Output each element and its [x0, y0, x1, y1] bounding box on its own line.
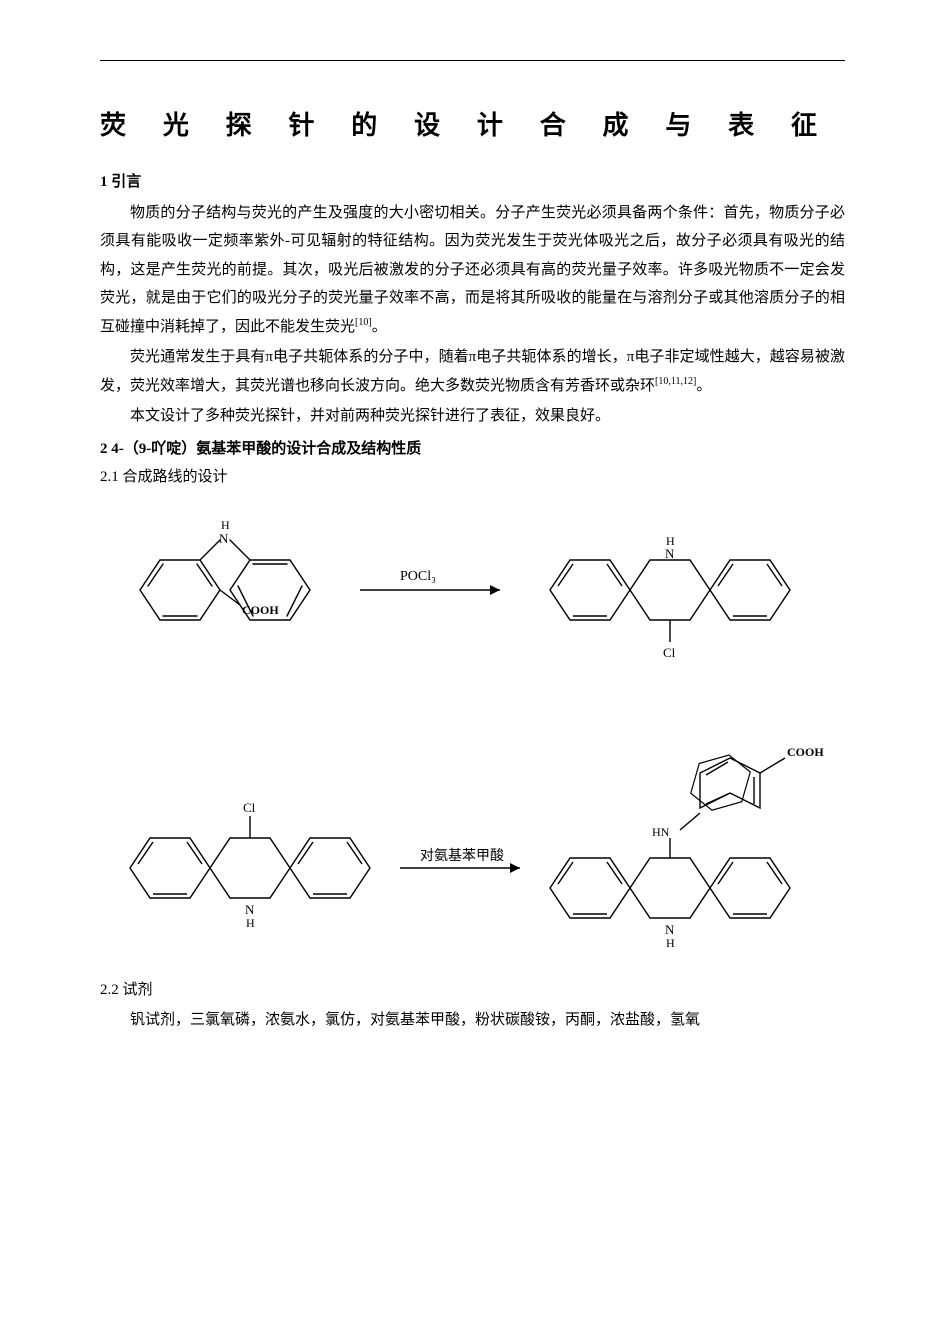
- p2-text: 荧光通常发生于具有π电子共轭体系的分子中，随着π电子共轭体系的增长，π电子非定域…: [100, 349, 845, 394]
- prod1-h-label: H: [666, 534, 675, 548]
- scheme2-svg: Cl N H 对氨基苯甲酸 HN COOH N H: [100, 698, 840, 948]
- spacer: [100, 958, 845, 976]
- p1-citation: [10]: [355, 317, 372, 328]
- reaction-arrow-2: [400, 863, 520, 873]
- react2-h-label: H: [246, 916, 255, 930]
- scheme1-svg: N H COOH POCl₃ N H Cl: [100, 510, 820, 680]
- page-title: 荧光探针的设计合成与表征: [100, 101, 845, 150]
- n-bond-right: [230, 540, 250, 560]
- product-tricycle-1: [550, 560, 790, 642]
- p1-text: 物质的分子结构与荧光的产生及强度的大小密切相关。分子产生荧光必须具备两个条件：首…: [100, 205, 845, 335]
- reaction-arrow-1: [360, 585, 500, 595]
- reaction-scheme-2: Cl N H 对氨基苯甲酸 HN COOH N H: [100, 698, 845, 948]
- prod2-cooh-label: COOH: [787, 745, 824, 759]
- section-1-heading: 1 引言: [100, 168, 845, 197]
- section-1-num: 1: [100, 174, 108, 190]
- reactant-left-ring: [140, 560, 220, 620]
- paragraph-4: 钒试剂，三氯氧磷，浓氨水，氯仿，对氨基苯甲酸，粉状碳酸铵，丙酮，浓盐酸，氢氧: [100, 1006, 845, 1035]
- p2-end: 。: [696, 378, 711, 394]
- paragraph-2: 荧光通常发生于具有π电子共轭体系的分子中，随着π电子共轭体系的增长，π电子非定域…: [100, 343, 845, 400]
- prod1-n-label: N: [665, 546, 675, 561]
- p2-citation: [10,11,12]: [655, 376, 696, 387]
- prod2-h-label: H: [666, 936, 675, 948]
- react2-cl-label: Cl: [243, 800, 256, 815]
- h-label: H: [221, 518, 230, 532]
- reactant-tricycle-2: [130, 816, 370, 898]
- product-tricycle-2: [550, 755, 790, 918]
- prod2-hn-label: HN: [652, 825, 670, 839]
- reagent-label-1: POCl₃: [400, 569, 436, 584]
- prod2-n-label: N: [665, 922, 675, 937]
- react2-n-label: N: [245, 902, 255, 917]
- p1-end: 。: [372, 319, 387, 335]
- n-bond-left: [200, 540, 220, 560]
- prod1-cl-label: Cl: [663, 645, 676, 660]
- section-1-label: 引言: [111, 174, 141, 190]
- section-2-2-heading: 2.2 试剂: [100, 976, 845, 1005]
- section-2-1-heading: 2.1 合成路线的设计: [100, 463, 845, 492]
- paragraph-1: 物质的分子结构与荧光的产生及强度的大小密切相关。分子产生荧光必须具备两个条件：首…: [100, 199, 845, 342]
- reaction-scheme-1: N H COOH POCl₃ N H Cl: [100, 510, 845, 680]
- cooh-bond: [220, 590, 240, 605]
- reagent-label-2: 对氨基苯甲酸: [420, 847, 504, 864]
- top-rule: [100, 60, 845, 61]
- n-label: N: [219, 531, 229, 546]
- cooh-label: COOH: [242, 603, 279, 617]
- paragraph-3: 本文设计了多种荧光探针，并对前两种荧光探针进行了表征，效果良好。: [100, 402, 845, 431]
- section-2-heading: 2 4-（9-吖啶）氨基苯甲酸的设计合成及结构性质: [100, 435, 845, 464]
